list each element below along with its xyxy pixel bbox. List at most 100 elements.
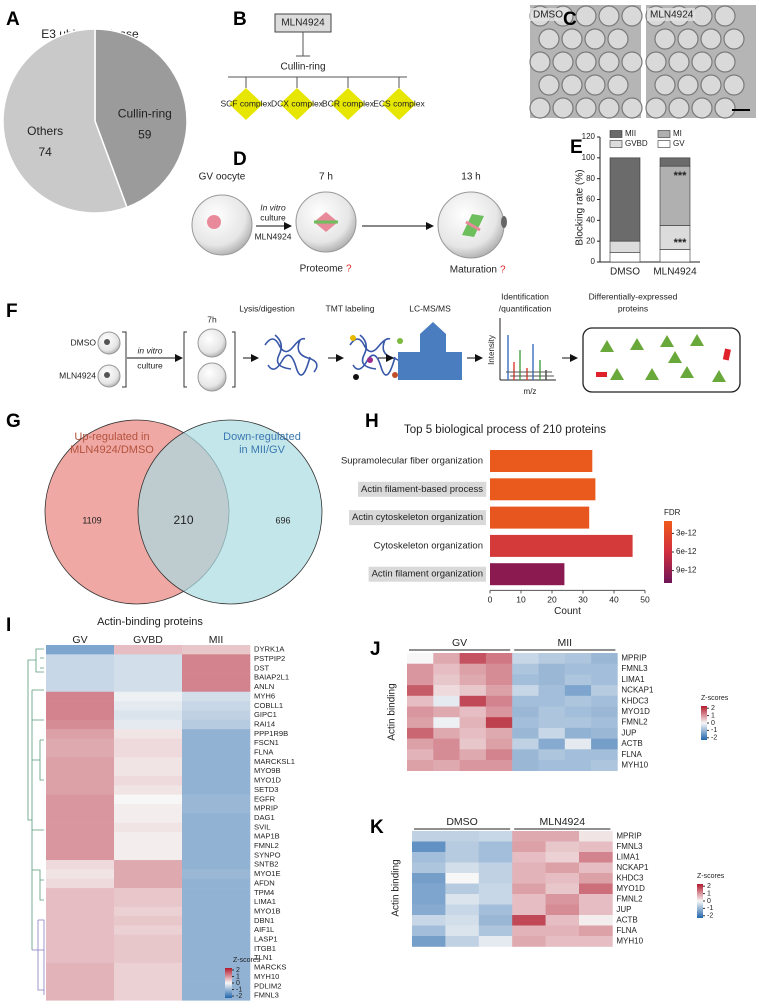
legend-swatch [657, 140, 671, 148]
heatmap-cell [46, 972, 115, 982]
row-label: FLNA [621, 750, 642, 759]
row-label: FSCN1 [254, 738, 279, 747]
heatmap-cell [445, 904, 480, 916]
heatmap-cell [591, 738, 618, 750]
heatmap-cell [445, 915, 480, 926]
legend-swatch [609, 130, 623, 138]
colorbar-tick-label: -2 [236, 993, 242, 1000]
heatmap-cell [182, 850, 251, 861]
heatmap-cell [182, 953, 251, 964]
heatmap-cell [114, 897, 183, 908]
column-header: MLN4924 [540, 816, 586, 828]
micro-cell [723, 28, 745, 50]
set-label: Up-regulated in [74, 431, 149, 443]
axis-label: Intensity [487, 335, 496, 365]
colorbar [225, 968, 232, 998]
heatmap-cell [114, 654, 183, 664]
row-label: SETD3 [254, 785, 278, 794]
heatmap-cell [407, 695, 434, 707]
column-header: GV [452, 637, 467, 649]
row-label: MYH6 [254, 691, 275, 700]
heatmap-cell [182, 766, 251, 777]
heatmap-cell [485, 749, 513, 761]
row-label: TPM4 [254, 888, 274, 897]
heatmap-cell [46, 645, 115, 655]
heatmap-cell [564, 663, 592, 675]
micro-cell [691, 97, 713, 119]
heatmap-cell [512, 873, 546, 884]
heatmap-cell [485, 717, 513, 729]
heatmap-cell [579, 873, 613, 884]
legend-label: GV [673, 139, 685, 148]
heatmap-cell [512, 653, 539, 664]
heatmap-cell [512, 841, 546, 853]
heatmap-cell [538, 685, 566, 697]
slice-value: 74 [39, 145, 53, 159]
target-label: Cullin-ring [280, 62, 325, 73]
heatmap-cell [46, 916, 115, 926]
treatment-label: culture [260, 212, 286, 222]
row-label: ANLN [254, 682, 274, 691]
heatmap-title: Actin-binding proteins [97, 616, 203, 628]
heatmap-cell [478, 831, 513, 842]
stage-label: GV oocyte [199, 172, 246, 183]
heatmap-cell [114, 972, 183, 982]
venn-set [137, 419, 323, 605]
slice-value: 59 [138, 127, 152, 141]
row-label: MYO1D [254, 776, 282, 785]
heatmap-cell [564, 727, 592, 739]
heatmap-cell [433, 760, 460, 771]
heatmap-cell [564, 695, 592, 707]
heatmap-cell [182, 654, 251, 664]
category-label: Supramolecular fiber organization [341, 456, 483, 467]
heatmap-cell [182, 822, 251, 833]
group-label: DMSO [71, 337, 97, 347]
heatmap-cell [564, 653, 592, 664]
heatmap-cell [433, 738, 460, 750]
row-label: NCKAP1 [621, 686, 654, 695]
heatmap-cell [545, 862, 580, 874]
heatmap-cell [564, 706, 592, 718]
heatmap-cell [445, 831, 480, 842]
heatmap-cell [478, 841, 513, 853]
step-label: Identification [501, 291, 549, 301]
heatmap-cell [114, 719, 183, 730]
x-tick-label: 50 [640, 595, 650, 605]
heatmap-cell [512, 760, 539, 771]
heatmap-cell [182, 673, 251, 683]
heatmap-cell [538, 695, 566, 707]
x-tick-label: 10 [516, 595, 526, 605]
time-label: 7h [207, 314, 217, 324]
heatmap-cell [46, 663, 115, 674]
heatmap-cell [114, 962, 183, 973]
colorbar-tick-label: 1 [711, 712, 715, 719]
heatmap-cell [182, 981, 251, 992]
micro-cell [645, 51, 667, 73]
x-tick-label: 30 [578, 595, 588, 605]
heatmap-cell [512, 717, 539, 729]
micro-cell [714, 5, 736, 27]
heatmap-cell [114, 682, 183, 693]
heatmap-cell [433, 749, 460, 761]
heatmap-cell [412, 852, 446, 863]
heatmap-cell [538, 749, 566, 761]
heatmap-cell [459, 760, 487, 771]
heatmap-cell [114, 803, 183, 814]
micro-cell [561, 28, 583, 50]
heatmap-cell [182, 944, 251, 954]
x-tick-label: DMSO [610, 267, 640, 278]
polar-body [501, 216, 507, 228]
micro-cell [700, 74, 722, 96]
panel-label: K [370, 817, 384, 838]
heatmap-cell [114, 841, 183, 851]
heatmap-cell [46, 981, 115, 992]
heatmap-cell [114, 990, 183, 1001]
column-header: DMSO [446, 816, 478, 828]
heatmap-cell [459, 653, 487, 664]
column-header: MII [558, 637, 573, 649]
heatmap-cell [182, 682, 251, 693]
heatmap-cell [46, 906, 115, 917]
micro-cell [645, 97, 667, 119]
set-label: in MII/GV [239, 444, 286, 456]
micro-cell [700, 28, 722, 50]
